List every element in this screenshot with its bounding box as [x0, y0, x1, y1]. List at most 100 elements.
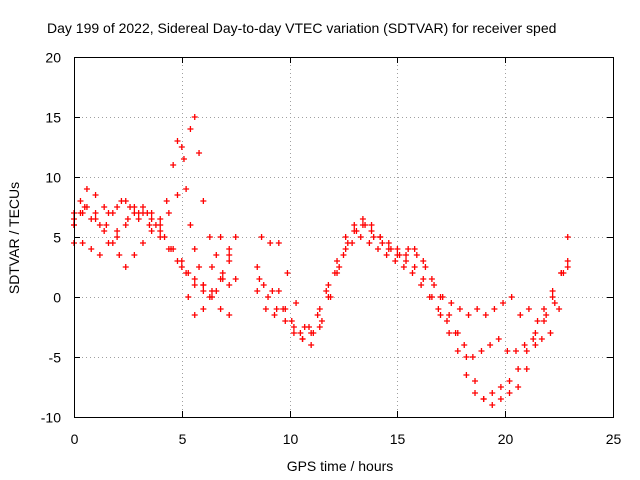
data-point: [463, 354, 470, 360]
data-point: [456, 306, 463, 312]
data-point: [508, 294, 515, 300]
y-axis-title: SDTVAR / TECUs: [6, 182, 22, 294]
data-point: [351, 222, 358, 228]
y-tick-label: 15: [45, 110, 61, 126]
data-point: [262, 306, 269, 312]
data-point: [88, 246, 95, 252]
data-point: [446, 312, 453, 318]
data-point: [515, 384, 522, 390]
data-point: [88, 216, 95, 222]
data-point: [157, 228, 164, 234]
series-arc-9: [258, 222, 567, 336]
data-point: [523, 366, 530, 372]
data-point: [541, 318, 548, 324]
data-point: [323, 288, 330, 294]
data-point: [472, 390, 479, 396]
data-point: [135, 216, 142, 222]
data-point: [174, 258, 181, 264]
data-point: [334, 258, 341, 264]
data-point: [362, 222, 369, 228]
data-point: [226, 258, 233, 264]
x-tick-label: 25: [606, 431, 622, 447]
data-point: [79, 240, 86, 246]
data-point: [521, 342, 528, 348]
data-point: [131, 252, 138, 258]
data-point: [208, 294, 215, 300]
data-point: [405, 246, 412, 252]
data-point: [290, 324, 297, 330]
data-point: [497, 384, 504, 390]
data-point: [370, 234, 377, 240]
data-point: [131, 204, 138, 210]
data-point: [489, 390, 496, 396]
data-point: [183, 270, 190, 276]
axis-ticks: [74, 57, 614, 418]
data-point: [187, 126, 194, 132]
data-point: [316, 306, 323, 312]
data-point: [418, 282, 425, 288]
data-point: [200, 198, 207, 204]
data-point: [413, 252, 420, 258]
data-point: [219, 270, 226, 276]
data-point: [403, 258, 410, 264]
data-point: [446, 330, 453, 336]
data-point: [122, 264, 129, 270]
data-point: [411, 264, 418, 270]
data-point: [366, 240, 373, 246]
data-point: [556, 306, 563, 312]
data-point: [487, 342, 494, 348]
data-point: [517, 312, 524, 318]
data-point: [258, 234, 265, 240]
data-point: [392, 258, 399, 264]
y-tick-label: -5: [49, 350, 62, 366]
data-point: [271, 312, 278, 318]
data-point: [325, 282, 332, 288]
data-point: [148, 228, 155, 234]
data-point: [217, 306, 224, 312]
data-point: [92, 192, 99, 198]
data-point: [523, 348, 530, 354]
data-point: [105, 210, 112, 216]
data-point: [101, 228, 108, 234]
data-point: [280, 306, 287, 312]
y-axis-tick-labels: -10 -5 0 5 10 15 20: [41, 50, 61, 426]
data-point: [288, 318, 295, 324]
data-point: [400, 264, 407, 270]
data-point: [480, 396, 487, 402]
data-point: [183, 186, 190, 192]
data-point: [534, 318, 541, 324]
data-point: [512, 348, 519, 354]
data-point: [489, 402, 496, 408]
data-point: [448, 300, 455, 306]
data-point: [206, 234, 213, 240]
data-point: [226, 282, 233, 288]
data-point: [420, 258, 427, 264]
data-point: [213, 252, 220, 258]
data-point: [116, 252, 123, 258]
data-point: [109, 240, 116, 246]
data-point: [265, 294, 272, 300]
data-point: [157, 222, 164, 228]
data-point: [422, 264, 429, 270]
data-point: [428, 276, 435, 282]
data-point: [549, 294, 556, 300]
data-point: [191, 276, 198, 282]
data-point: [435, 306, 442, 312]
data-point: [314, 312, 321, 318]
data-point: [482, 312, 489, 318]
data-point: [443, 318, 450, 324]
data-point: [474, 306, 481, 312]
data-point: [232, 234, 239, 240]
data-point: [226, 252, 233, 258]
data-point: [301, 324, 308, 330]
data-point: [374, 246, 381, 252]
data-point: [208, 264, 215, 270]
data-point: [83, 186, 90, 192]
data-point: [344, 240, 351, 246]
data-point: [157, 234, 164, 240]
data-point: [174, 138, 181, 144]
data-point: [385, 240, 392, 246]
data-point: [564, 264, 571, 270]
data-point: [379, 240, 386, 246]
data-point: [549, 288, 556, 294]
